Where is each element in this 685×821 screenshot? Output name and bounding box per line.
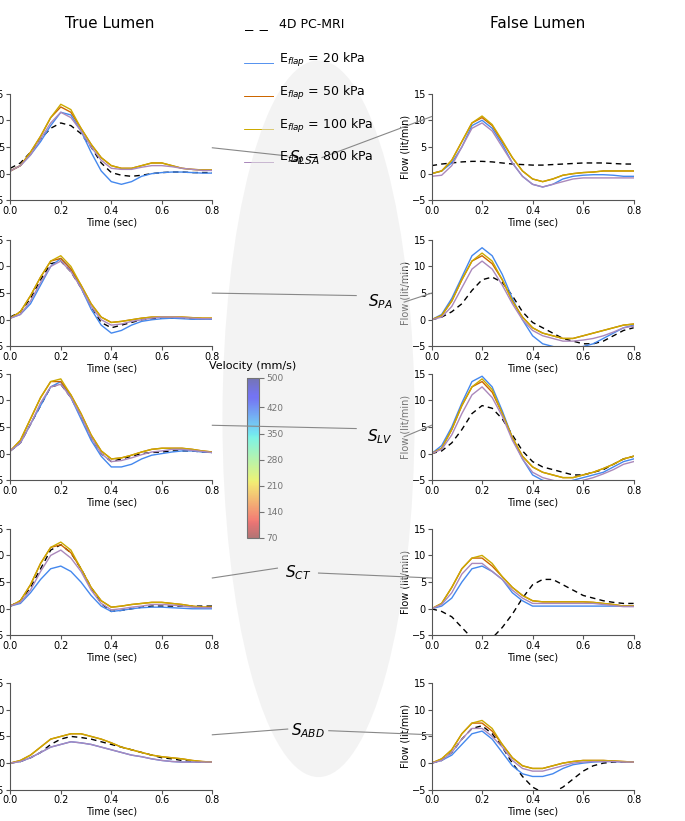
Text: E$_{flap}$ = 800 kPa: E$_{flap}$ = 800 kPa [279, 149, 374, 167]
Text: E$_{flap}$ = 100 kPa: E$_{flap}$ = 100 kPa [279, 117, 374, 135]
Text: Velocity (mm/s): Velocity (mm/s) [209, 361, 297, 371]
X-axis label: Time (sec): Time (sec) [507, 218, 558, 227]
X-axis label: Time (sec): Time (sec) [507, 807, 558, 817]
Text: $S_{ABD}$: $S_{ABD}$ [291, 722, 325, 740]
Text: $S_{LSA}$: $S_{LSA}$ [289, 149, 321, 167]
X-axis label: Time (sec): Time (sec) [86, 364, 137, 374]
X-axis label: Time (sec): Time (sec) [86, 498, 137, 507]
X-axis label: Time (sec): Time (sec) [86, 218, 137, 227]
Text: $S_{PA}$: $S_{PA}$ [368, 293, 393, 311]
Text: E$_{flap}$ = 20 kPa: E$_{flap}$ = 20 kPa [279, 51, 366, 69]
Y-axis label: Flow (lit/min): Flow (lit/min) [400, 704, 410, 768]
X-axis label: Time (sec): Time (sec) [86, 653, 137, 663]
Y-axis label: Flow (lit/min): Flow (lit/min) [400, 261, 410, 325]
X-axis label: Time (sec): Time (sec) [507, 364, 558, 374]
X-axis label: Time (sec): Time (sec) [507, 498, 558, 507]
Text: True Lumen: True Lumen [65, 16, 154, 31]
Ellipse shape [223, 61, 414, 777]
X-axis label: Time (sec): Time (sec) [507, 653, 558, 663]
Y-axis label: Flow (lit/min): Flow (lit/min) [400, 115, 410, 179]
Text: $S_{LV}$: $S_{LV}$ [367, 428, 393, 446]
X-axis label: Time (sec): Time (sec) [86, 807, 137, 817]
Text: False Lumen: False Lumen [490, 16, 586, 31]
Y-axis label: Flow (lit/min): Flow (lit/min) [400, 550, 410, 614]
Text: E$_{flap}$ = 50 kPa: E$_{flap}$ = 50 kPa [279, 84, 366, 102]
Text: 4D PC-MRI: 4D PC-MRI [279, 18, 345, 31]
Text: $S_{CT}$: $S_{CT}$ [285, 564, 311, 582]
Y-axis label: Flow (lit/min): Flow (lit/min) [400, 395, 410, 459]
